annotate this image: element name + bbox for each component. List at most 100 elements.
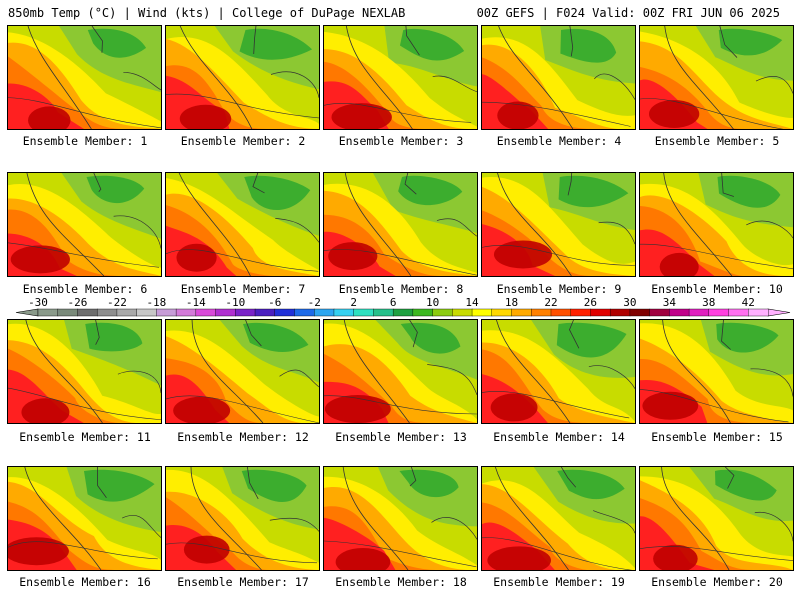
colorbar-swatch [491, 308, 513, 317]
colorbar-tick-label: -30 [28, 296, 48, 309]
colorbar-swatch [590, 308, 611, 317]
temperature-colorbar: -30 -26 -22 -18 -14 -10 -6 -2 2 6 10 14 18 22 26 30 34 38… [15, 296, 791, 317]
colorbar-swatch [195, 308, 217, 317]
colorbar-tick-label: 26 [584, 296, 597, 309]
colorbar-tick-label: 38 [702, 296, 715, 309]
colorbar-swatch [511, 308, 532, 317]
temperature-map [166, 26, 319, 129]
temperature-map [640, 467, 793, 570]
colorbar-swatch [412, 308, 434, 317]
colorbar-tick-label: 18 [505, 296, 518, 309]
ensemble-map-panel [481, 172, 636, 277]
colorbar-tick-label: -6 [268, 296, 281, 309]
colorbar-swatch [392, 308, 414, 317]
colorbar-tick-label: -26 [68, 296, 88, 309]
ensemble-member-label: Ensemble Member: 12 [177, 430, 309, 444]
colorbar-tick-label: 34 [663, 296, 677, 309]
temperature-map [640, 26, 793, 129]
ensemble-map-panel [7, 319, 162, 424]
colorbar-tick-label: 42 [742, 296, 755, 309]
colorbar-swatch [708, 308, 730, 317]
ensemble-member-label: Ensemble Member: 1 [22, 134, 148, 148]
colorbar-swatch [669, 308, 690, 317]
ensemble-member-label: Ensemble Member: 14 [493, 430, 625, 444]
colorbar-tick-label: 30 [623, 296, 636, 309]
ensemble-member-label: Ensemble Member: 11 [19, 430, 151, 444]
ensemble-member-label: Ensemble Member: 18 [335, 575, 467, 589]
colorbar-tick-label: -2 [308, 296, 321, 309]
ensemble-member-label: Ensemble Member: 9 [496, 282, 622, 296]
colorbar-swatch [452, 308, 473, 317]
ensemble-map-panel [165, 172, 320, 277]
ensemble-map-panel [639, 466, 794, 571]
ensemble-map-panel [323, 172, 478, 277]
colorbar-swatch [215, 308, 236, 317]
colorbar-arrow-right [767, 308, 791, 317]
colorbar-swatch [96, 308, 118, 317]
ensemble-member-label: Ensemble Member: 10 [651, 282, 783, 296]
colorbar-swatch [294, 308, 315, 317]
temperature-map [482, 26, 635, 129]
temperature-map [8, 173, 161, 276]
colorbar-tick-label: 6 [390, 296, 397, 309]
ensemble-member-label: Ensemble Member: 20 [651, 575, 783, 589]
colorbar-tick-label: 14 [465, 296, 479, 309]
colorbar-tick-label: 2 [350, 296, 357, 309]
colorbar-swatch [649, 308, 670, 317]
ensemble-map-panel [165, 466, 320, 571]
ensemble-member-label: Ensemble Member: 13 [335, 430, 467, 444]
colorbar-swatch [570, 308, 591, 317]
colorbar-swatch [274, 308, 295, 317]
ensemble-map-panel [165, 25, 320, 130]
temperature-map [8, 26, 161, 129]
colorbar-tick-label: 22 [544, 296, 557, 309]
ensemble-map-panel [639, 25, 794, 130]
ensemble-map-panel [481, 319, 636, 424]
ensemble-map-panel [639, 172, 794, 277]
ensemble-member-label: Ensemble Member: 3 [338, 134, 464, 148]
colorbar-swatch [175, 308, 197, 317]
temperature-map [640, 320, 793, 423]
ensemble-member-label: Ensemble Member: 19 [493, 575, 625, 589]
ensemble-member-label: Ensemble Member: 17 [177, 575, 309, 589]
colorbar-swatch [116, 308, 138, 317]
colorbar-swatch [314, 308, 335, 317]
colorbar-swatch [37, 308, 59, 317]
ensemble-map-panel [7, 172, 162, 277]
colorbar-swatch [748, 308, 769, 317]
colorbar-swatch [629, 308, 651, 317]
colorbar-tick-label: -14 [186, 296, 206, 309]
colorbar-swatch [333, 308, 355, 317]
ensemble-member-label: Ensemble Member: 6 [22, 282, 148, 296]
colorbar-swatch [609, 308, 631, 317]
ensemble-map-panel [323, 319, 478, 424]
colorbar-swatch [353, 308, 374, 317]
ensemble-map-panel [165, 319, 320, 424]
colorbar-swatch [471, 308, 493, 317]
colorbar-tick-label: -22 [107, 296, 127, 309]
ensemble-member-label: Ensemble Member: 2 [180, 134, 306, 148]
colorbar-swatch [373, 308, 394, 317]
colorbar-swatch [235, 308, 256, 317]
ensemble-map-panel [7, 466, 162, 571]
colorbar-swatch [77, 308, 98, 317]
ensemble-map-panel [7, 25, 162, 130]
ensemble-member-label: Ensemble Member: 5 [654, 134, 780, 148]
temperature-map [324, 26, 477, 129]
colorbar-swatch [156, 308, 177, 317]
temperature-map [324, 467, 477, 570]
temperature-map [166, 467, 319, 570]
temperature-map [640, 173, 793, 276]
temperature-map [166, 320, 319, 423]
temperature-map [324, 173, 477, 276]
colorbar-swatch [531, 308, 552, 317]
ensemble-member-label: Ensemble Member: 15 [651, 430, 783, 444]
chart-title: 850mb Temp (°C) | Wind (kts) | College o… [8, 6, 406, 20]
ensemble-map-panel [481, 25, 636, 130]
model-run-info: 00Z GEFS | F024 Valid: 00Z FRI JUN 06 20… [476, 6, 780, 20]
ensemble-member-label: Ensemble Member: 8 [338, 282, 464, 296]
colorbar-swatch [57, 308, 78, 317]
temperature-map [482, 467, 635, 570]
temperature-map [482, 320, 635, 423]
temperature-map [8, 320, 161, 423]
